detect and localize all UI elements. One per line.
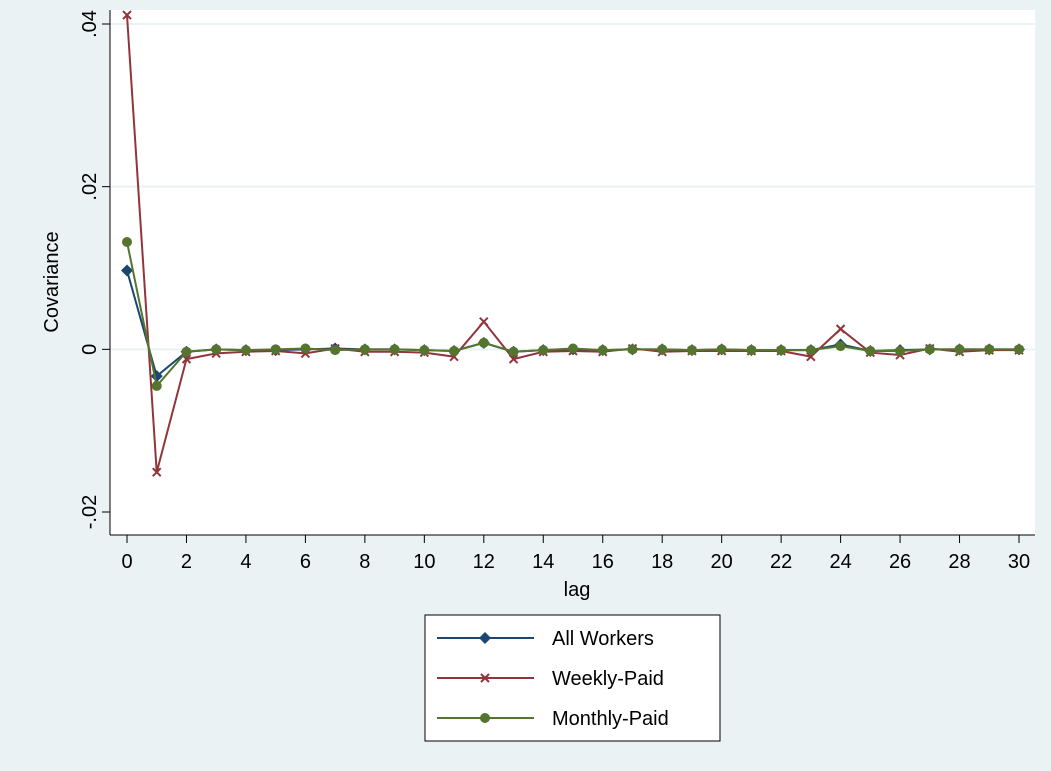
data-point: [835, 341, 846, 352]
data-point-stroke: [479, 316, 489, 327]
data-point: [122, 10, 132, 20]
legend-label: Monthly-Paid: [552, 708, 669, 730]
x-tick-label: 24: [829, 551, 851, 573]
data-point: [478, 337, 489, 348]
x-tick-label: 26: [889, 551, 911, 573]
data-point: [270, 344, 281, 355]
data-point: [359, 344, 370, 355]
y-tick-label: 0: [79, 344, 101, 355]
data-point: [479, 632, 491, 644]
x-tick-label: 10: [413, 551, 435, 573]
data-point: [627, 344, 638, 355]
y-tick-label: .04: [79, 10, 101, 38]
legend-box: [424, 614, 721, 742]
data-point: [865, 345, 876, 356]
data-point: [152, 467, 162, 477]
data-point: [300, 343, 311, 354]
data-point-stroke: [122, 10, 132, 20]
x-tick-label: 12: [473, 551, 495, 573]
data-point: [122, 236, 132, 247]
data-point: [181, 346, 192, 357]
data-point: [686, 345, 697, 356]
x-tick-label: 28: [948, 551, 970, 573]
x-tick-label: 30: [1008, 551, 1030, 573]
x-tick-label: 4: [240, 551, 251, 573]
x-tick-label: 8: [359, 551, 370, 573]
data-point-stroke: [181, 354, 192, 364]
data-point: [479, 316, 489, 327]
data-point: [538, 345, 549, 356]
data-point-stroke: [480, 673, 490, 683]
data-point-stroke: [152, 467, 162, 477]
legend: All Workers Weekly-Paid Monthly-Paid: [424, 614, 721, 742]
data-point: [480, 673, 490, 683]
data-point-stroke: [508, 354, 519, 364]
data-point: [657, 344, 668, 355]
data-point: [1014, 344, 1024, 355]
x-axis-title: lag: [564, 579, 591, 601]
y-axis: -.02 0 .02 .04: [79, 10, 111, 535]
data-point: [151, 380, 162, 391]
data-point: [984, 344, 995, 355]
data-point: [597, 345, 608, 356]
x-tick-label: 22: [770, 551, 792, 573]
data-point: [449, 345, 460, 356]
y-axis-title: Covariance: [41, 231, 63, 332]
series-layer: [121, 10, 1025, 477]
x-tick-label: 0: [121, 551, 132, 573]
data-point: [776, 345, 787, 356]
plot-area: [110, 10, 1035, 535]
legend-label: All Workers: [552, 628, 654, 650]
data-point: [508, 346, 519, 357]
data-point: [419, 345, 430, 356]
data-point: [716, 344, 727, 355]
data-point: [805, 345, 816, 356]
data-point: [330, 345, 341, 356]
data-point: [121, 264, 133, 277]
data-point: [746, 345, 757, 356]
x-tick-label: 14: [532, 551, 554, 573]
x-tick-label: 18: [651, 551, 673, 573]
legend-item: All Workers: [437, 628, 654, 650]
data-point: [508, 354, 519, 364]
x-tick-label: 16: [592, 551, 614, 573]
x-tick-label: 2: [181, 551, 192, 573]
data-point: [240, 345, 251, 356]
data-point: [568, 343, 578, 354]
data-point: [895, 345, 906, 356]
series-monthly-paid: [122, 236, 1024, 391]
x-tick-label: 6: [300, 551, 311, 573]
legend-item: Monthly-Paid: [437, 708, 669, 730]
data-point: [389, 344, 400, 355]
data-point: [954, 344, 965, 355]
x-axis: 0 2 4 6 8 10 12 14 16 18 20 22 24 26 28 30: [110, 534, 1035, 573]
legend-label: Weekly-Paid: [552, 668, 664, 690]
data-point-stroke: [835, 324, 846, 334]
data-point: [924, 344, 935, 355]
data-point: [211, 344, 222, 355]
data-point: [480, 713, 490, 723]
legend-item: Weekly-Paid: [437, 668, 664, 690]
data-point: [835, 324, 846, 334]
data-point: [181, 354, 192, 364]
x-tick-label: 20: [711, 551, 733, 573]
y-tick-label: -.02: [79, 495, 101, 529]
y-tick-label: .02: [79, 173, 101, 201]
